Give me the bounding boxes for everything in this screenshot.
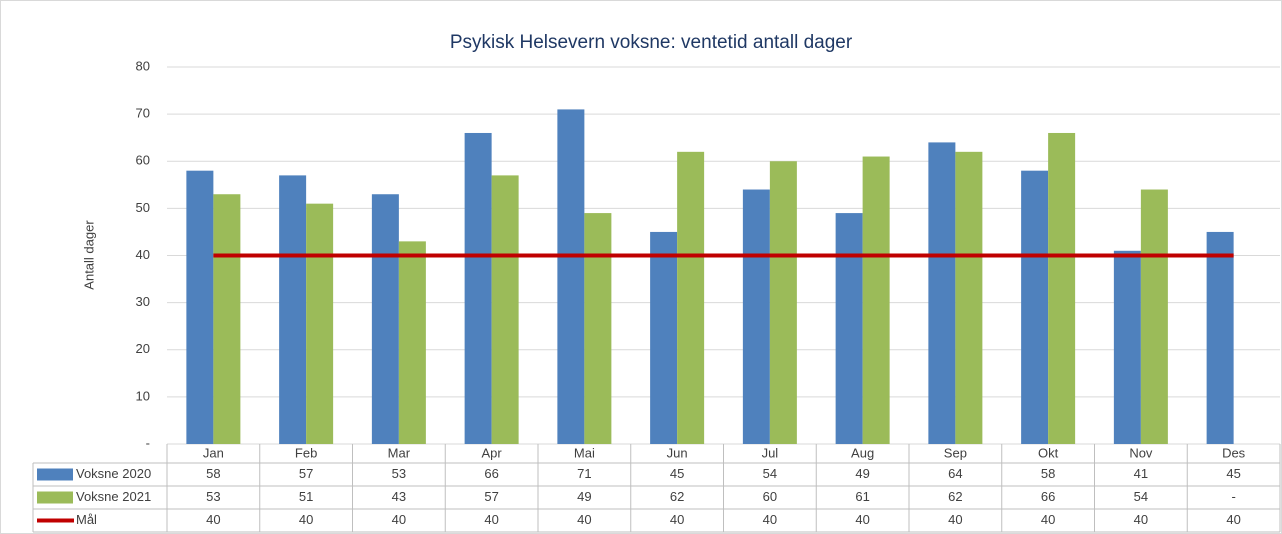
x-tick-label: Sep xyxy=(944,445,967,460)
legend-key xyxy=(37,468,73,481)
bar xyxy=(491,175,519,444)
table-value: 51 xyxy=(299,489,313,504)
x-tick-label: Aug xyxy=(851,445,874,460)
table-value: 40 xyxy=(1041,512,1055,527)
bar xyxy=(928,142,956,444)
y-axis-label: Antall dager xyxy=(81,220,96,290)
y-tick-label: 30 xyxy=(136,294,150,309)
bar xyxy=(557,109,585,444)
legend-key xyxy=(37,491,73,504)
table-value: 58 xyxy=(1041,466,1055,481)
chart-title: Psykisk Helsevern voksne: ventetid antal… xyxy=(450,32,853,53)
x-tick-label: Jan xyxy=(203,445,224,460)
bar xyxy=(186,170,214,445)
bar xyxy=(862,156,890,444)
legend-label: Voksne 2021 xyxy=(76,489,151,504)
table-value: 62 xyxy=(670,489,684,504)
y-tick-label: - xyxy=(146,435,150,450)
legend-label: Mål xyxy=(76,512,97,527)
table-value: 40 xyxy=(392,512,406,527)
bar xyxy=(1140,189,1168,444)
y-tick-label: 50 xyxy=(136,200,150,215)
table-value: 40 xyxy=(484,512,498,527)
bar xyxy=(1113,250,1141,444)
bar xyxy=(279,175,307,444)
legend-label: Voksne 2020 xyxy=(76,466,151,481)
bar xyxy=(1048,132,1076,444)
table-value: 45 xyxy=(670,466,684,481)
bar xyxy=(835,213,863,444)
y-tick-label: 70 xyxy=(136,106,150,121)
bar xyxy=(1206,231,1234,444)
table-value: 64 xyxy=(948,466,962,481)
x-tick-label: Mai xyxy=(574,445,595,460)
table-value: 71 xyxy=(577,466,591,481)
table-value: 40 xyxy=(577,512,591,527)
table-value: 41 xyxy=(1134,466,1148,481)
table-value: 66 xyxy=(1041,489,1055,504)
bar xyxy=(769,161,797,444)
y-tick-label: 80 xyxy=(136,58,150,73)
table-value: 57 xyxy=(484,489,498,504)
table-value: 43 xyxy=(392,489,406,504)
bar xyxy=(464,132,492,444)
table-value: 54 xyxy=(763,466,777,481)
y-tick-label: 60 xyxy=(136,153,150,168)
table-value: 49 xyxy=(855,466,869,481)
y-tick-label: 40 xyxy=(136,247,150,262)
table-value: 40 xyxy=(948,512,962,527)
table-value: 40 xyxy=(1134,512,1148,527)
x-tick-label: Nov xyxy=(1129,445,1153,460)
table-value: 66 xyxy=(484,466,498,481)
table-value: - xyxy=(1231,489,1235,504)
table-value: 40 xyxy=(670,512,684,527)
bar xyxy=(1021,170,1049,445)
x-tick-label: Jun xyxy=(667,445,688,460)
table-value: 60 xyxy=(763,489,777,504)
table-value: 57 xyxy=(299,466,313,481)
x-tick-label: Jul xyxy=(762,445,779,460)
x-tick-label: Okt xyxy=(1038,445,1059,460)
x-tick-label: Mar xyxy=(388,445,411,460)
table-value: 61 xyxy=(855,489,869,504)
table-value: 58 xyxy=(206,466,220,481)
x-tick-label: Apr xyxy=(482,445,503,460)
y-tick-label: 20 xyxy=(136,341,150,356)
bar xyxy=(742,189,770,444)
table-value: 40 xyxy=(1226,512,1240,527)
table-value: 53 xyxy=(392,466,406,481)
bar xyxy=(371,194,399,444)
table-value: 40 xyxy=(206,512,220,527)
bar xyxy=(955,151,983,444)
table-value: 49 xyxy=(577,489,591,504)
bar xyxy=(650,231,678,444)
table-value: 54 xyxy=(1134,489,1148,504)
table-value: 53 xyxy=(206,489,220,504)
bar xyxy=(584,213,612,444)
x-tick-label: Feb xyxy=(295,445,317,460)
table-value: 40 xyxy=(855,512,869,527)
bar xyxy=(398,241,426,444)
y-tick-label: 10 xyxy=(136,388,150,403)
table-value: 40 xyxy=(763,512,777,527)
x-tick-label: Des xyxy=(1222,445,1246,460)
table-value: 62 xyxy=(948,489,962,504)
bar xyxy=(213,194,241,444)
table-value: 40 xyxy=(299,512,313,527)
bar xyxy=(677,151,705,444)
bar xyxy=(306,203,334,444)
table-value: 45 xyxy=(1226,466,1240,481)
